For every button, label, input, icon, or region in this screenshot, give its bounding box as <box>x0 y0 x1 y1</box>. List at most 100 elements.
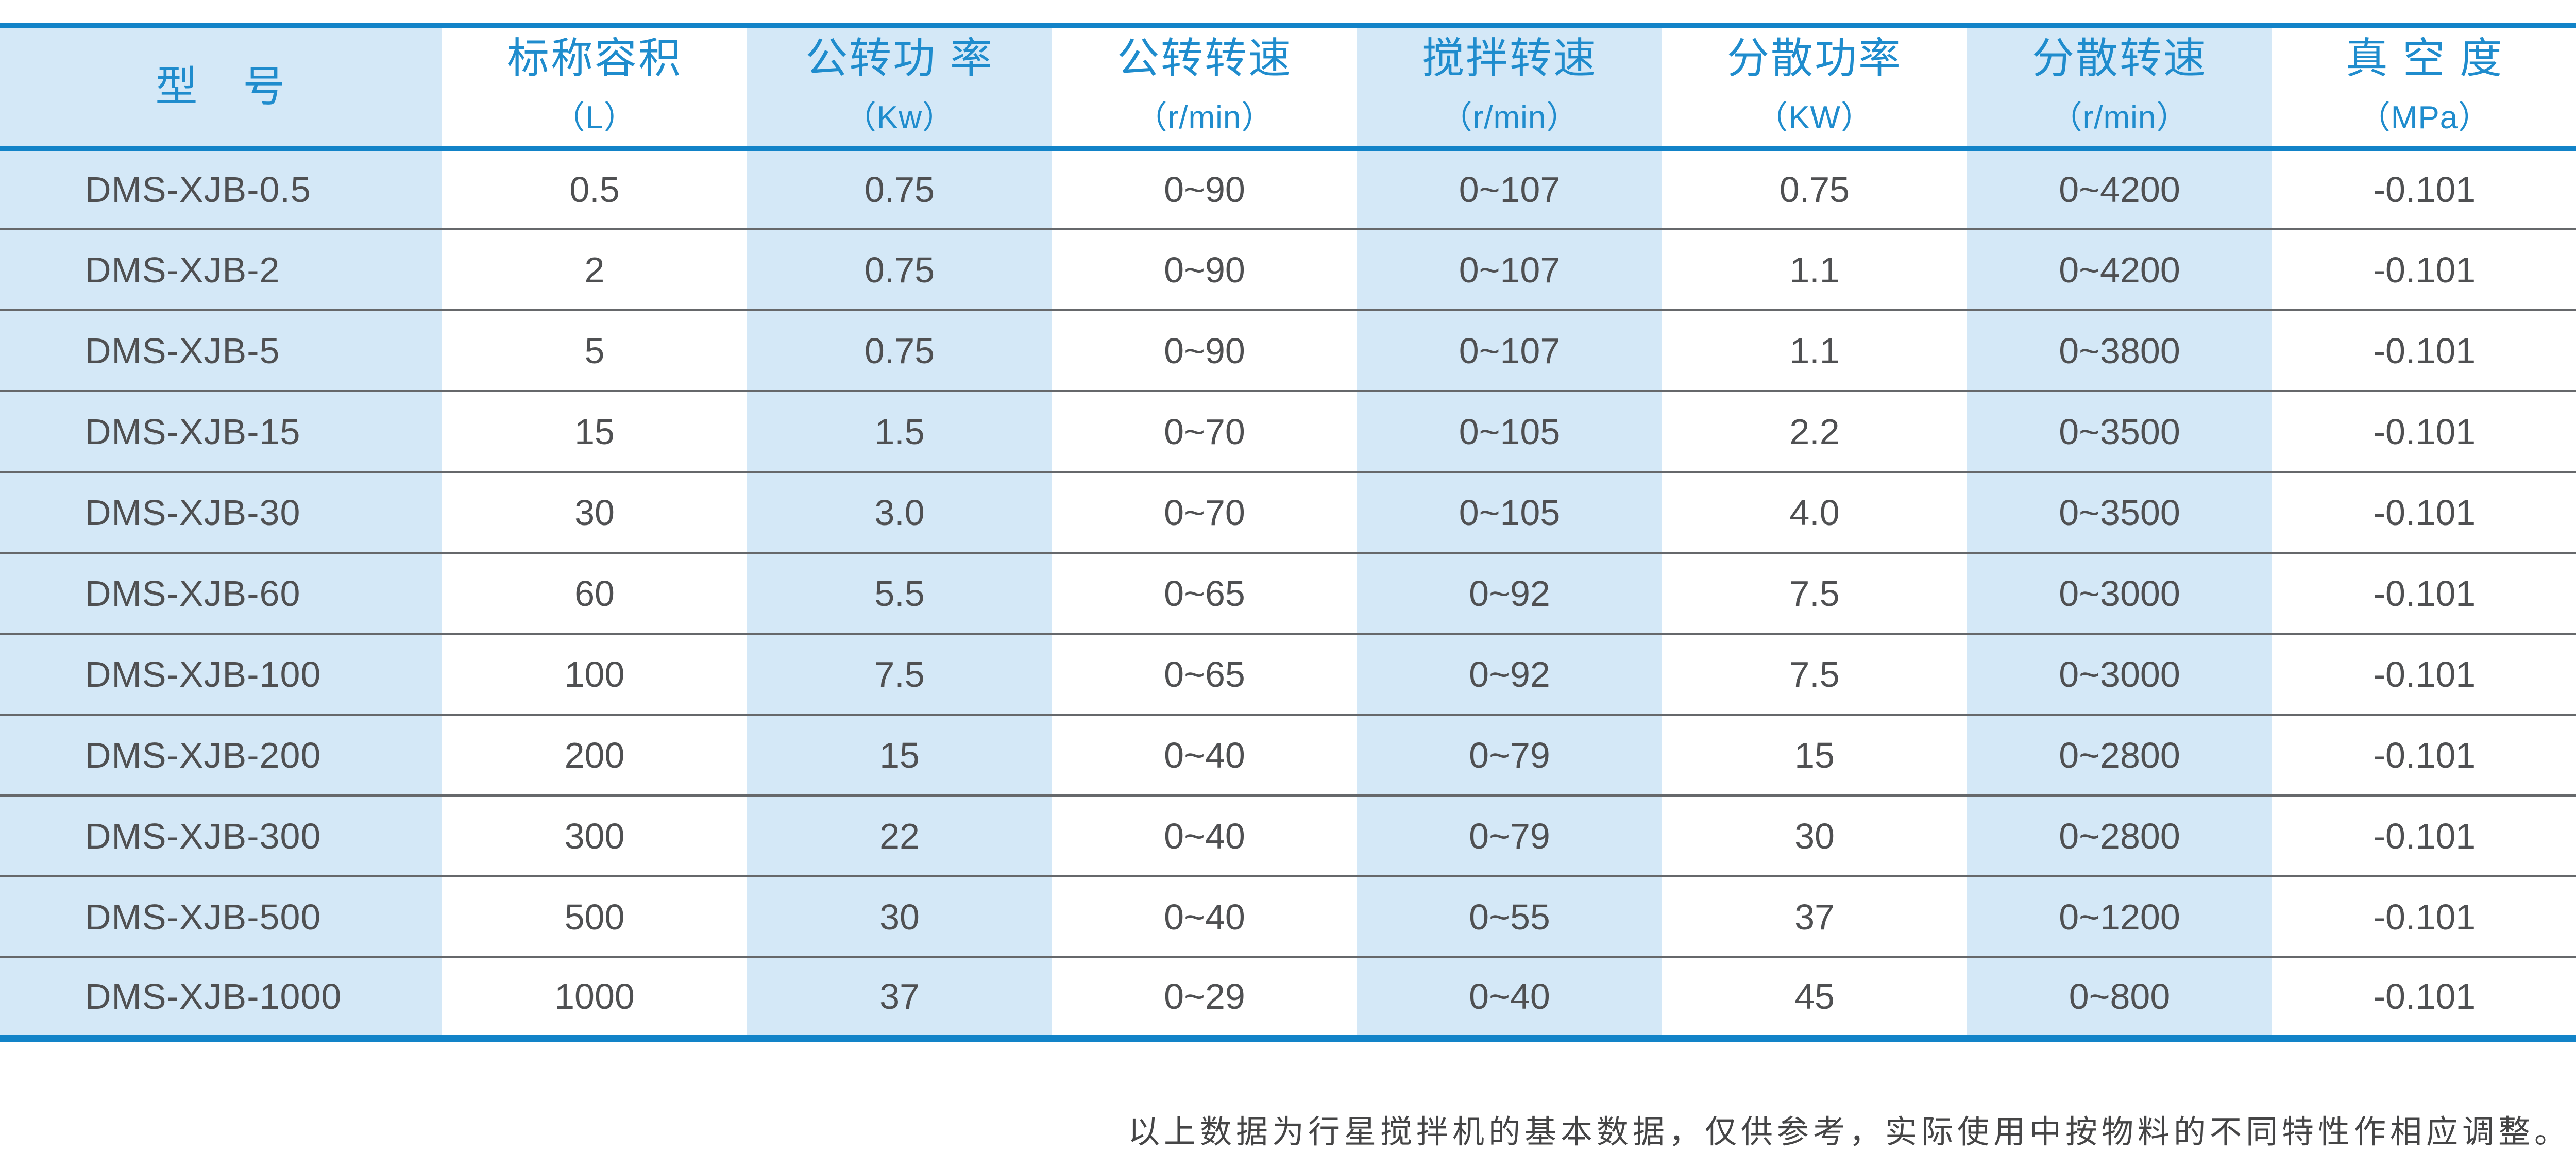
value-cell: 0~65 <box>1052 633 1357 715</box>
value-cell: 0~107 <box>1357 148 1662 229</box>
value-cell: 0~92 <box>1357 552 1662 634</box>
column-header-unit: （r/min） <box>2050 100 2189 136</box>
value-cell: -0.101 <box>2272 714 2576 795</box>
value-cell: 0~40 <box>1052 875 1357 957</box>
model-cell: DMS-XJB-2 <box>0 228 442 310</box>
table-row: DMS-XJB-0.5 0.5 0.75 0~90 0~107 0.75 0~4200 -0.… <box>0 148 2576 229</box>
value-cell: 5.5 <box>747 552 1052 634</box>
value-cell: 30 <box>747 875 1052 957</box>
model-cell: DMS-XJB-200 <box>0 714 442 795</box>
value-cell: 3.0 <box>747 471 1052 553</box>
value-cell: 45 <box>1662 956 1967 1038</box>
value-cell: 0~105 <box>1357 390 1662 472</box>
value-cell: -0.101 <box>2272 148 2576 229</box>
value-cell: 0~107 <box>1357 309 1662 391</box>
model-cell: DMS-XJB-5 <box>0 309 442 391</box>
spec-table: 型 号 标称容积 （L） 公转功 率 （Kw） 公转转速 （r/min） 搅拌转… <box>0 23 2576 1042</box>
column-header-unit: （MPa） <box>2358 100 2491 136</box>
table-header: 型 号 标称容积 （L） 公转功 率 （Kw） 公转转速 （r/min） 搅拌转… <box>0 26 2576 151</box>
column-header-revolution-power: 公转功 率 （Kw） <box>747 26 1052 151</box>
value-cell: 0~2800 <box>1967 714 2272 795</box>
value-cell: 0~1200 <box>1967 875 2272 957</box>
column-header-label: 标称容积 <box>506 35 682 82</box>
header-row: 型 号 标称容积 （L） 公转功 率 （Kw） 公转转速 （r/min） 搅拌转… <box>0 26 2576 151</box>
value-cell: 0~90 <box>1052 228 1357 310</box>
value-cell: 0~3800 <box>1967 309 2272 391</box>
value-cell: 2 <box>442 228 747 310</box>
value-cell: 0.75 <box>1662 148 1967 229</box>
value-cell: -0.101 <box>2272 309 2576 391</box>
column-header-stir-speed: 搅拌转速 （r/min） <box>1357 26 1662 151</box>
value-cell: 0~800 <box>1967 956 2272 1038</box>
value-cell: 1000 <box>442 956 747 1038</box>
value-cell: -0.101 <box>2272 956 2576 1038</box>
column-header-unit: （r/min） <box>1135 100 1274 136</box>
column-header-label: 真 空 度 <box>2345 35 2504 82</box>
table-row: DMS-XJB-60 60 5.5 0~65 0~92 7.5 0~3000 -0.101 <box>0 552 2576 634</box>
column-header-unit: （L） <box>553 100 636 136</box>
value-cell: -0.101 <box>2272 552 2576 634</box>
value-cell: 37 <box>747 956 1052 1038</box>
value-cell: 0~3500 <box>1967 471 2272 553</box>
value-cell: 0~79 <box>1357 714 1662 795</box>
value-cell: 0.5 <box>442 148 747 229</box>
value-cell: 0~3000 <box>1967 633 2272 715</box>
table-row: DMS-XJB-5 5 0.75 0~90 0~107 1.1 0~3800 -0.101 <box>0 309 2576 391</box>
value-cell: 0~65 <box>1052 552 1357 634</box>
value-cell: 1.1 <box>1662 228 1967 310</box>
value-cell: -0.101 <box>2272 471 2576 553</box>
table-row: DMS-XJB-300 300 22 0~40 0~79 30 0~2800 -0.101 <box>0 794 2576 876</box>
value-cell: 0.75 <box>747 228 1052 310</box>
value-cell: 1.1 <box>1662 309 1967 391</box>
model-cell: DMS-XJB-0.5 <box>0 148 442 229</box>
column-header-revolution-speed: 公转转速 （r/min） <box>1052 26 1357 151</box>
value-cell: 0~4200 <box>1967 228 2272 310</box>
value-cell: 2.2 <box>1662 390 1967 472</box>
value-cell: 0~2800 <box>1967 794 2272 876</box>
value-cell: 0~90 <box>1052 148 1357 229</box>
value-cell: -0.101 <box>2272 633 2576 715</box>
table-row: DMS-XJB-200 200 15 0~40 0~79 15 0~2800 -0.101 <box>0 714 2576 795</box>
model-cell: DMS-XJB-500 <box>0 875 442 957</box>
value-cell: 200 <box>442 714 747 795</box>
column-header-label: 公转转速 <box>1116 35 1292 82</box>
table-row: DMS-XJB-500 500 30 0~40 0~55 37 0~1200 -0.101 <box>0 875 2576 957</box>
table-row: DMS-XJB-30 30 3.0 0~70 0~105 4.0 0~3500 -0.101 <box>0 471 2576 553</box>
value-cell: 0~3500 <box>1967 390 2272 472</box>
value-cell: 15 <box>442 390 747 472</box>
column-header-label: 搅拌转速 <box>1421 35 1597 82</box>
value-cell: 0~107 <box>1357 228 1662 310</box>
value-cell: 0~105 <box>1357 471 1662 553</box>
value-cell: 0~3000 <box>1967 552 2272 634</box>
value-cell: 0~70 <box>1052 390 1357 472</box>
value-cell: 0~29 <box>1052 956 1357 1038</box>
column-header-label: 分散功率 <box>1726 35 1902 82</box>
value-cell: 30 <box>442 471 747 553</box>
column-header-label: 型 号 <box>155 63 287 111</box>
table-row: DMS-XJB-2 2 0.75 0~90 0~107 1.1 0~4200 -0.101 <box>0 228 2576 310</box>
value-cell: 22 <box>747 794 1052 876</box>
table-row: DMS-XJB-1000 1000 37 0~29 0~40 45 0~800 -0.101 <box>0 956 2576 1038</box>
column-header-dispersion-power: 分散功率 （KW） <box>1662 26 1967 151</box>
value-cell: 37 <box>1662 875 1967 957</box>
value-cell: 0~90 <box>1052 309 1357 391</box>
value-cell: 0~4200 <box>1967 148 2272 229</box>
model-cell: DMS-XJB-30 <box>0 471 442 553</box>
value-cell: 0~79 <box>1357 794 1662 876</box>
value-cell: -0.101 <box>2272 875 2576 957</box>
value-cell: 0~40 <box>1357 956 1662 1038</box>
column-header-unit: （Kw） <box>844 100 955 136</box>
footnote: 以上数据为行星搅拌机的基本数据，仅供参考，实际使用中按物料的不同特性作相应调整。 <box>1127 1113 2570 1150</box>
value-cell: 500 <box>442 875 747 957</box>
column-header-label: 分散转速 <box>2031 35 2207 82</box>
table-row: DMS-XJB-15 15 1.5 0~70 0~105 2.2 0~3500 -0.101 <box>0 390 2576 472</box>
value-cell: 60 <box>442 552 747 634</box>
column-header-unit: （KW） <box>1756 100 1873 136</box>
column-header-dispersion-speed: 分散转速 （r/min） <box>1967 26 2272 151</box>
value-cell: -0.101 <box>2272 390 2576 472</box>
value-cell: 30 <box>1662 794 1967 876</box>
value-cell: 4.0 <box>1662 471 1967 553</box>
value-cell: -0.101 <box>2272 794 2576 876</box>
column-header-unit: （r/min） <box>1440 100 1579 136</box>
